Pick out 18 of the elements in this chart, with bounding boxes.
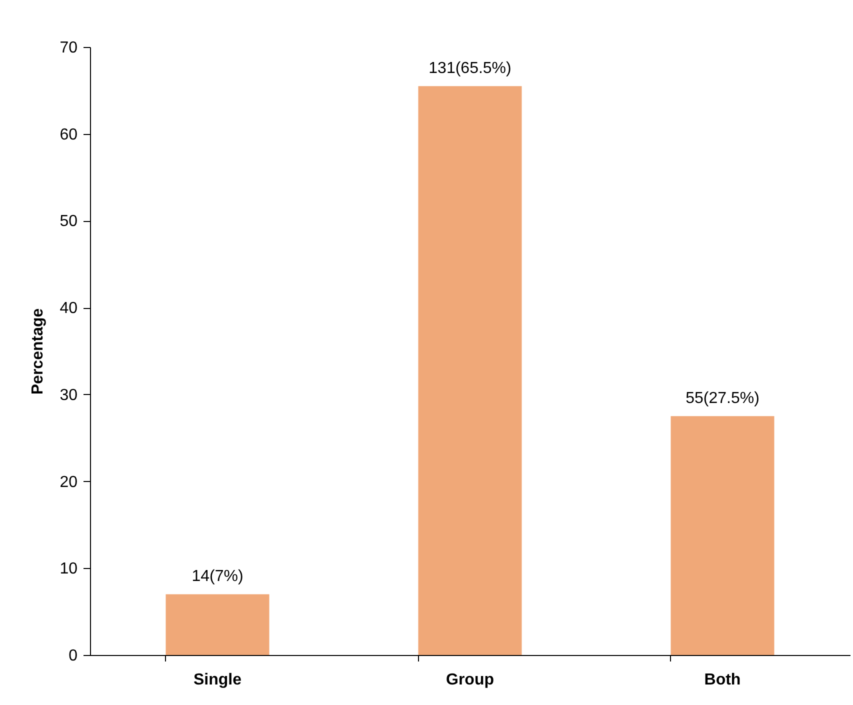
bar <box>670 416 774 655</box>
bar <box>166 594 270 655</box>
y-tick-label: 20 <box>60 474 78 491</box>
y-tick-label: 40 <box>60 300 78 318</box>
x-tick-label: Group <box>446 672 494 688</box>
x-tick-label: Both <box>704 672 741 688</box>
y-tick-label: 60 <box>60 126 78 144</box>
data-label: 55(27.5%) <box>686 390 760 408</box>
data-label: 131(65.5%) <box>428 60 512 78</box>
y-tick-label: 10 <box>60 560 78 578</box>
y-axis-title: Percentage <box>30 308 47 395</box>
y-tick-label: 30 <box>60 386 78 404</box>
y-tick-label: 0 <box>68 648 78 664</box>
x-tick-label: Single <box>194 672 242 688</box>
y-tick-label: 70 <box>60 40 78 56</box>
data-label: 14(7%) <box>192 568 244 586</box>
y-tick-label: 50 <box>60 213 78 230</box>
bar <box>418 86 522 655</box>
